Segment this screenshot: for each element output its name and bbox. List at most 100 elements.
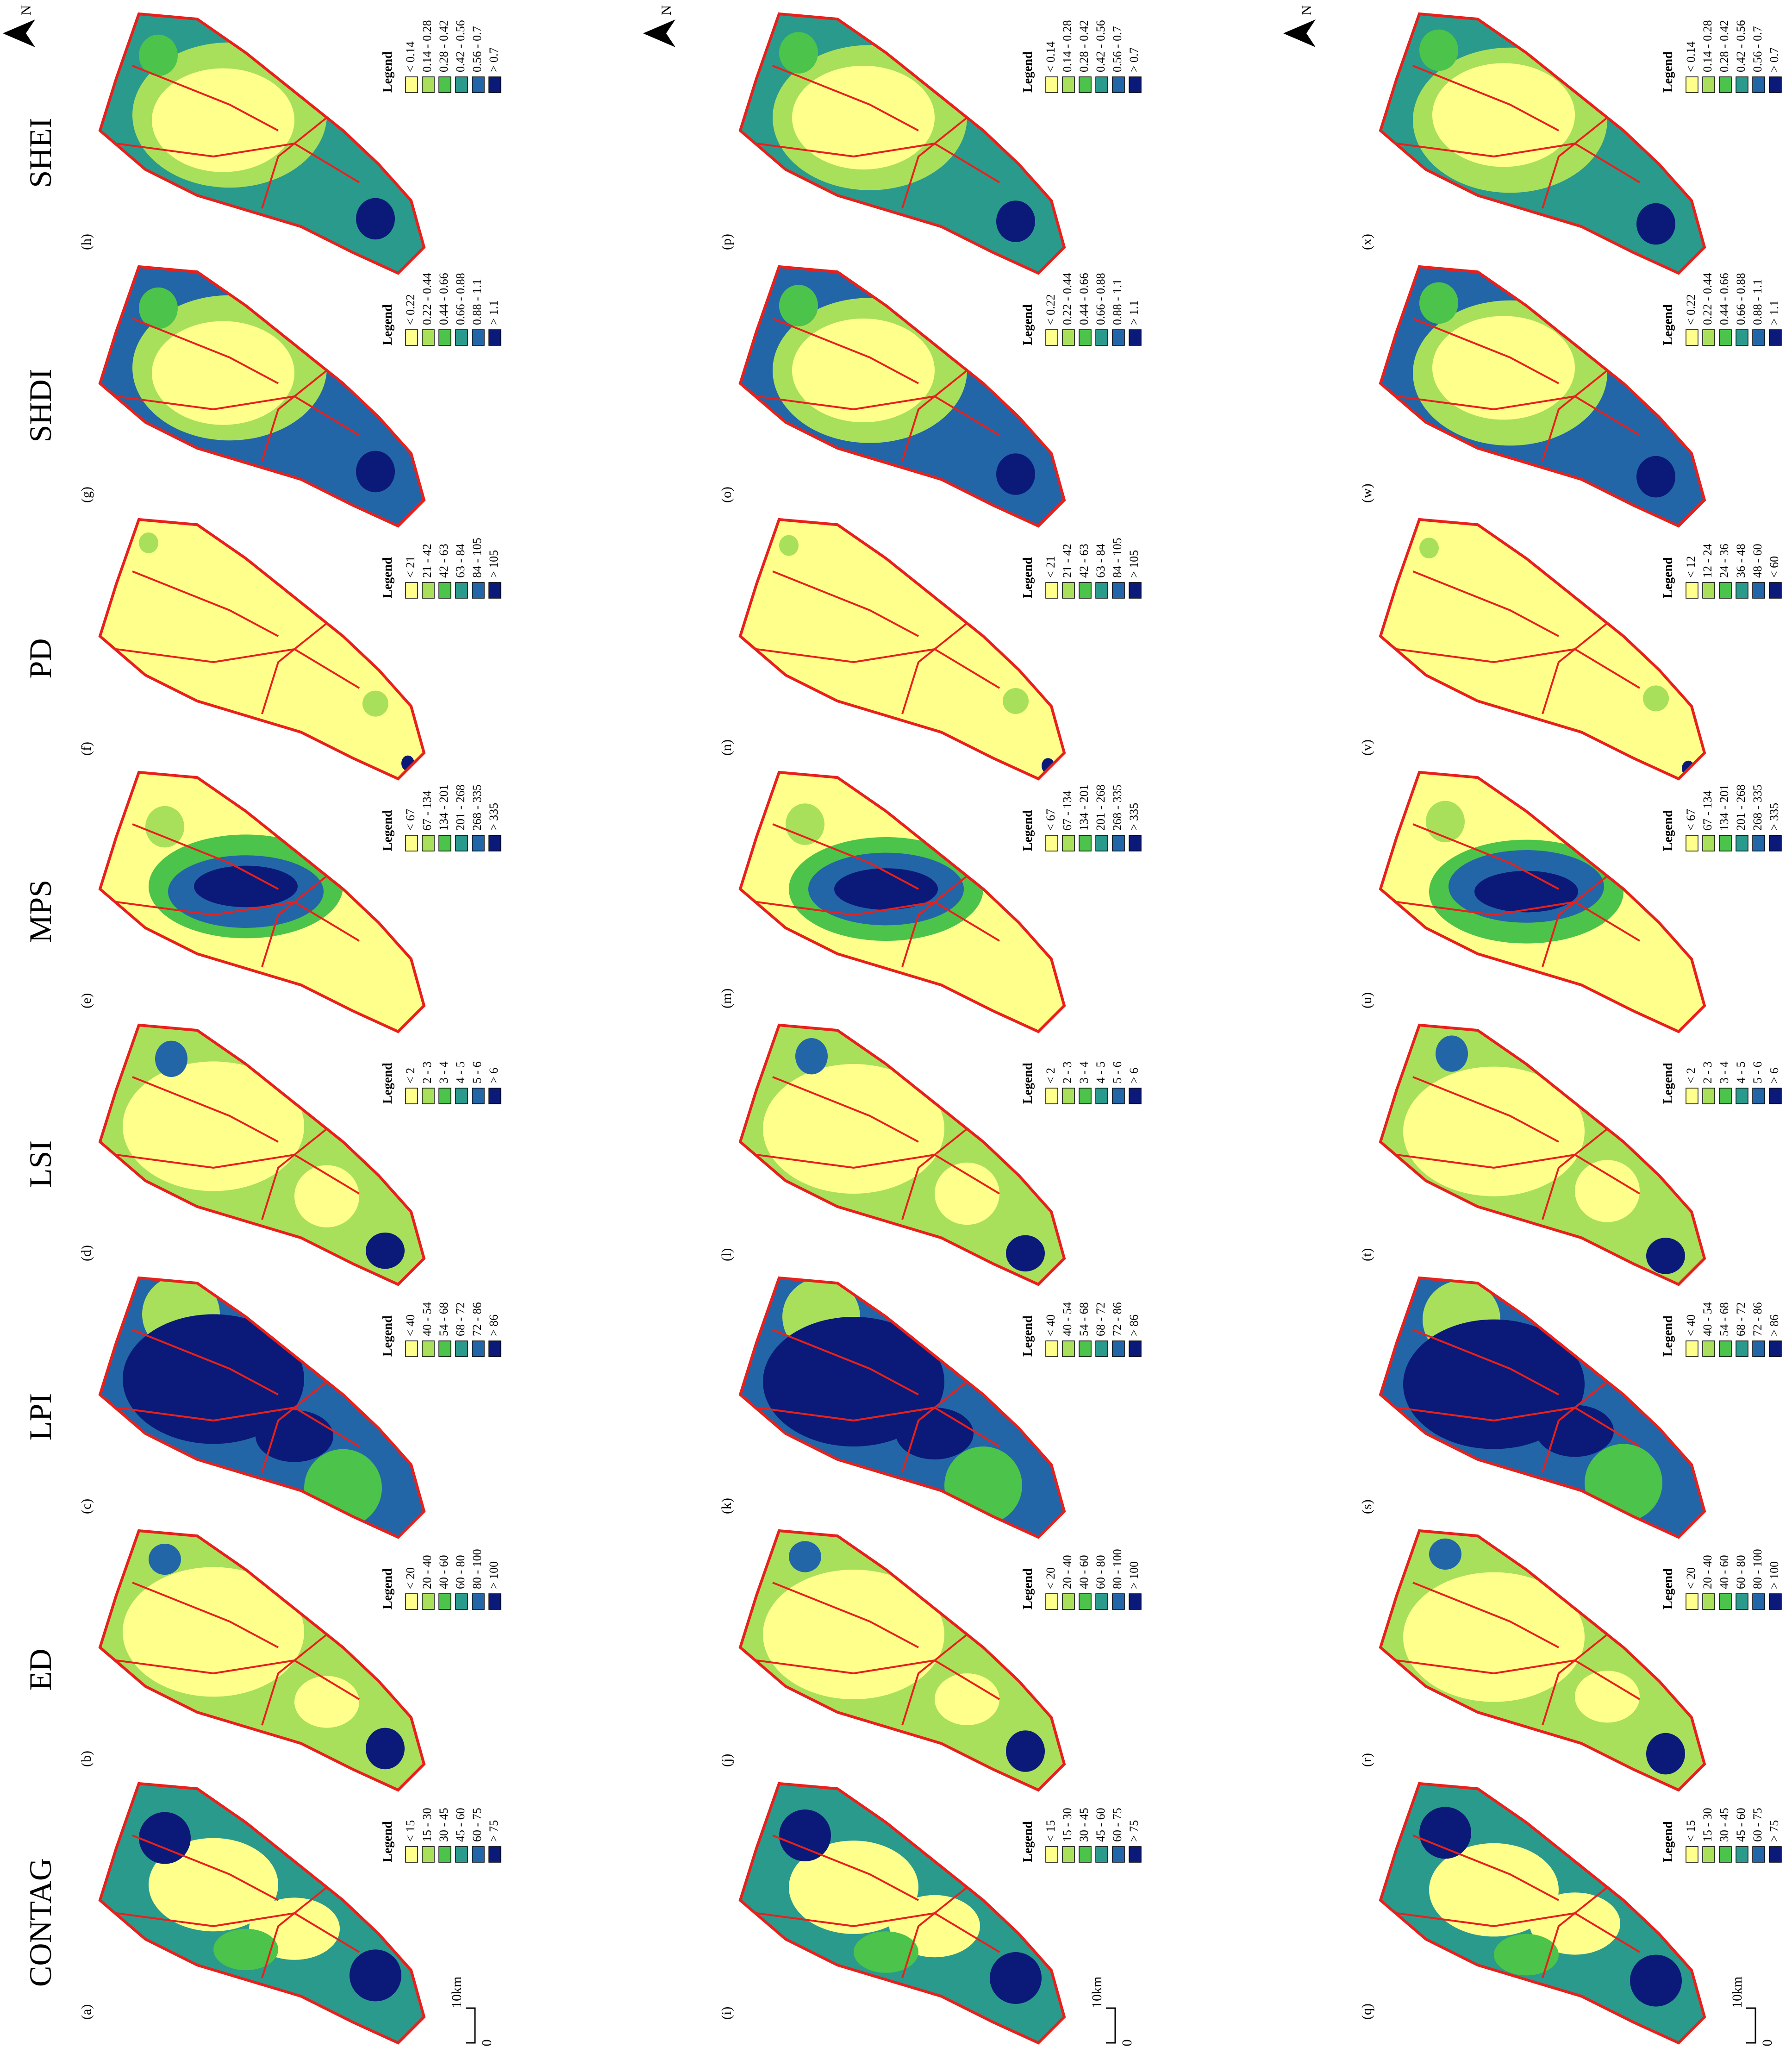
legend-item: 67 - 134 [420, 790, 434, 831]
map-patch [779, 285, 818, 326]
legend-swatch [488, 1846, 501, 1863]
legend-swatch [1112, 582, 1125, 599]
basin-outline [1379, 770, 1706, 1033]
subbasin-boundary [116, 1406, 360, 1447]
legend-item: < 15 [1684, 1820, 1698, 1842]
legend-item: > 86 [1767, 1315, 1781, 1336]
legend-swatch [1736, 329, 1748, 346]
subbasin-boundary [1542, 622, 1608, 714]
legend-swatch [455, 1340, 468, 1357]
legend-swatch [1686, 582, 1698, 599]
map-patch [1636, 456, 1675, 498]
subbasin-boundary [1412, 1582, 1559, 1648]
north-arrow-head [3, 19, 35, 47]
legend-swatch [1129, 582, 1142, 599]
subbasin-boundary [756, 1659, 1000, 1700]
legend-item: < 20 [404, 1567, 417, 1589]
legend-swatch [1095, 835, 1108, 851]
legend: Legend < 12 12 - 24 24 - 36 36 - 48 48 - 60 < … [1661, 544, 1782, 599]
legend-item: 80 - 100 [1111, 1549, 1124, 1589]
metric-title: SHDI [23, 369, 58, 443]
legend-swatch [422, 835, 435, 851]
legend-swatch [455, 582, 468, 599]
north-arrow: N [3, 5, 35, 47]
panel-label: (r) [1359, 1753, 1374, 1767]
scale-start: 0 [1760, 2040, 1775, 2047]
legend: Legend < 0.22 0.22 - 0.44 0.44 - 0.66 0.66 -… [1661, 273, 1782, 346]
map-panel: (q) Legend < 15 15 - 30 30 - 45 45 - 60 60 - 7… [1359, 1782, 1782, 2045]
legend-swatch [1112, 76, 1125, 93]
legend-item: > 0.7 [1127, 47, 1141, 72]
map-fill [100, 1278, 424, 1537]
legend-swatch [1112, 1593, 1125, 1610]
legend-swatch [1719, 1846, 1732, 1863]
legend-swatch [1736, 582, 1748, 599]
legend-item: 20 - 40 [420, 1555, 434, 1589]
legend-title: Legend [381, 810, 395, 851]
map-patch [366, 1728, 405, 1770]
legend-swatch [1129, 1593, 1142, 1610]
subbasin-boundary [1396, 142, 1641, 183]
map-patch [1429, 1538, 1461, 1570]
legend-swatch [455, 835, 468, 851]
panel-label: (n) [719, 739, 734, 756]
subbasin-boundary [132, 1582, 279, 1648]
legend-swatch [1702, 1088, 1715, 1104]
legend-swatch [422, 329, 435, 346]
legend-item: 0.14 - 0.28 [420, 20, 434, 72]
legend-swatch [438, 1088, 451, 1104]
legend-swatch [422, 76, 435, 93]
legend-item: 24 - 36 [1717, 544, 1731, 578]
legend-title: Legend [381, 1315, 395, 1357]
legend-swatch [1752, 1593, 1765, 1610]
legend-swatch [472, 835, 485, 851]
map-patch [795, 1038, 828, 1075]
panel-label: (j) [719, 1754, 734, 1767]
legend-swatch [1736, 76, 1748, 93]
legend-item: > 86 [1127, 1315, 1141, 1336]
map-panel: (h) Legend < 0.14 0.14 - 0.28 0.28 - 0.42 0.4… [79, 12, 501, 275]
north-arrow: N [1283, 5, 1316, 47]
legend-item: 0.66 - 0.88 [1734, 273, 1748, 325]
map-patch [194, 865, 298, 908]
legend-swatch [1702, 329, 1715, 346]
subbasin-boundary [116, 395, 360, 436]
legend-item: < 67 [404, 809, 417, 831]
legend-swatch [1045, 76, 1058, 93]
map-patch [1432, 316, 1575, 420]
legend-swatch [1129, 76, 1142, 93]
basin-outline [738, 12, 1066, 275]
map-patch [1006, 1730, 1045, 1772]
legend-swatch [405, 1088, 418, 1104]
legend-item: 30 - 45 [1077, 1808, 1091, 1842]
legend-item: < 67 [1684, 809, 1698, 831]
legend-item: > 100 [487, 1561, 500, 1589]
subbasin-boundary [1396, 648, 1641, 689]
legend-swatch [455, 1088, 468, 1104]
legend-title: Legend [381, 1063, 395, 1104]
legend-title: Legend [1021, 1568, 1035, 1609]
map-panel: (x) Legend < 0.14 0.14 - 0.28 0.28 - 0.42 0.4… [1359, 12, 1782, 275]
legend-title: Legend [1661, 810, 1675, 851]
panel-label: (i) [719, 2007, 734, 2020]
legend-item: 0.42 - 0.56 [454, 20, 467, 72]
legend-item: 201 - 268 [1734, 784, 1748, 831]
map-patch [366, 1232, 405, 1269]
legend-swatch [1769, 1846, 1782, 1863]
legend-swatch [1736, 1846, 1748, 1863]
panel-label: (k) [719, 1498, 734, 1514]
legend-swatch [1045, 582, 1058, 599]
map-patch [139, 287, 178, 329]
subbasin-boundary [901, 1128, 968, 1220]
scale-start: 0 [479, 2040, 494, 2047]
map-panel: (j) Legend < 20 20 - 40 40 - 60 60 - 80 80 - 1… [719, 1529, 1142, 1792]
legend: Legend < 67 67 - 134 134 - 201 201 - 268 268 … [1661, 784, 1782, 851]
legend-item: < 40 [1684, 1315, 1698, 1336]
legend-swatch [1752, 329, 1765, 346]
subbasin-boundary [772, 1329, 919, 1396]
map-panel: (c) Legend < 40 40 - 54 54 - 68 68 - 72 72 - 8… [79, 1276, 501, 1539]
legend-swatch [1079, 835, 1092, 851]
map-patch [152, 68, 294, 172]
